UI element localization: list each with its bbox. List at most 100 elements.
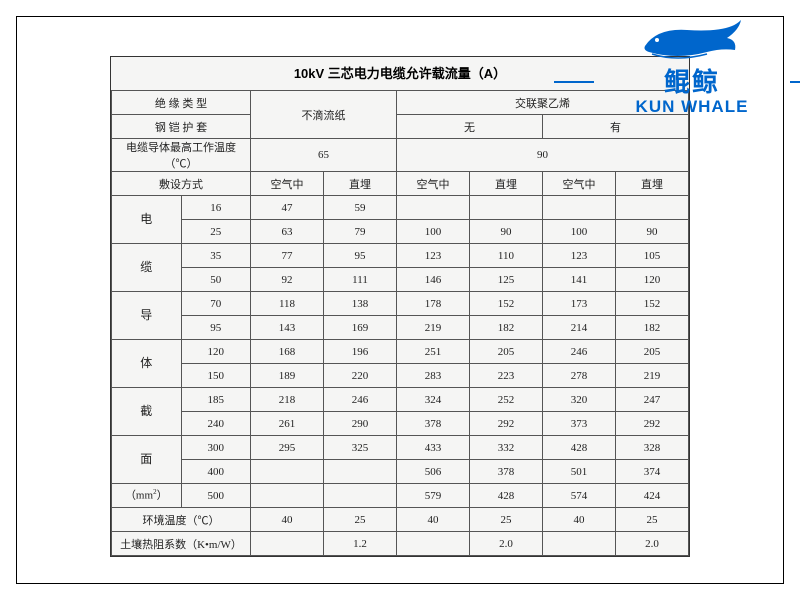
cross-section-label-part: 体	[112, 340, 182, 388]
table-row: 400506378501374	[112, 460, 689, 484]
lbl-buried-3: 直埋	[615, 172, 688, 196]
row-env-temp: 环境温度（℃） 40 25 40 25 40 25	[112, 508, 689, 532]
ampacity-cell: 111	[324, 268, 397, 292]
soil-cell: 1.2	[324, 532, 397, 556]
env-temp-cell: 25	[469, 508, 542, 532]
ampacity-cell: 324	[397, 388, 470, 412]
val-temp-paper: 65	[251, 139, 397, 172]
val-temp-xlpe: 90	[397, 139, 689, 172]
ampacity-cell: 79	[324, 220, 397, 244]
ampacity-cell: 290	[324, 412, 397, 436]
ampacity-cell: 90	[469, 220, 542, 244]
ampacity-cell: 433	[397, 436, 470, 460]
ampacity-cell: 218	[251, 388, 324, 412]
ampacity-cell: 182	[615, 316, 688, 340]
size-cell: 16	[181, 196, 251, 220]
ampacity-cell: 373	[542, 412, 615, 436]
size-cell: 70	[181, 292, 251, 316]
ampacity-cell: 100	[397, 220, 470, 244]
brand-logo: 鲲鲸 KUN WHALE	[602, 18, 782, 108]
ampacity-cell: 278	[542, 364, 615, 388]
ampacity-cell: 378	[397, 412, 470, 436]
lbl-buried-2: 直埋	[469, 172, 542, 196]
cross-section-label-part: 面	[112, 436, 182, 484]
ampacity-cell: 219	[615, 364, 688, 388]
ampacity-cell: 205	[615, 340, 688, 364]
ampacity-cell: 110	[469, 244, 542, 268]
lbl-env-temp: 环境温度（℃）	[112, 508, 251, 532]
table-row: 2563791009010090	[112, 220, 689, 244]
size-cell: 240	[181, 412, 251, 436]
ampacity-cell: 320	[542, 388, 615, 412]
ampacity-cell: 428	[542, 436, 615, 460]
size-cell: 185	[181, 388, 251, 412]
cross-section-label-part: 导	[112, 292, 182, 340]
ampacity-cell: 120	[615, 268, 688, 292]
lbl-air-3: 空气中	[542, 172, 615, 196]
ampacity-table-container: 10kV 三芯电力电缆允许载流量（A） 绝 缘 类 型 不滴流纸 交联聚乙烯 钢…	[110, 56, 690, 557]
ampacity-cell	[397, 196, 470, 220]
soil-cell	[251, 532, 324, 556]
soil-cell	[397, 532, 470, 556]
ampacity-cell: 146	[397, 268, 470, 292]
ampacity-cell: 152	[615, 292, 688, 316]
size-cell: 500	[181, 484, 251, 508]
cross-section-label-part: 电	[112, 196, 182, 244]
ampacity-cell: 63	[251, 220, 324, 244]
hdr-temp: 电缆导体最高工作温度（℃） 65 90	[112, 139, 689, 172]
ampacity-cell: 252	[469, 388, 542, 412]
size-cell: 300	[181, 436, 251, 460]
table-row: 95143169219182214182	[112, 316, 689, 340]
lbl-insulation: 绝 缘 类 型	[112, 91, 251, 115]
ampacity-cell: 292	[469, 412, 542, 436]
table-row: 导70118138178152173152	[112, 292, 689, 316]
env-temp-cell: 40	[251, 508, 324, 532]
ampacity-cell: 105	[615, 244, 688, 268]
ampacity-cell	[251, 484, 324, 508]
lbl-air-1: 空气中	[251, 172, 324, 196]
ampacity-cell: 182	[469, 316, 542, 340]
ampacity-cell: 205	[469, 340, 542, 364]
ampacity-cell: 295	[251, 436, 324, 460]
ampacity-cell: 178	[397, 292, 470, 316]
row-soil: 土壤热阻系数（K•m/W） 1.2 2.0 2.0	[112, 532, 689, 556]
ampacity-cell: 123	[397, 244, 470, 268]
soil-cell	[542, 532, 615, 556]
soil-cell: 2.0	[615, 532, 688, 556]
ampacity-cell: 332	[469, 436, 542, 460]
ampacity-cell: 189	[251, 364, 324, 388]
ampacity-cell: 579	[397, 484, 470, 508]
ampacity-cell: 246	[324, 388, 397, 412]
ampacity-cell	[469, 196, 542, 220]
ampacity-cell: 168	[251, 340, 324, 364]
lbl-soil: 土壤热阻系数（K•m/W）	[112, 532, 251, 556]
lbl-paper: 不滴流纸	[251, 91, 397, 139]
ampacity-cell: 220	[324, 364, 397, 388]
table-row: 5092111146125141120	[112, 268, 689, 292]
ampacity-cell: 214	[542, 316, 615, 340]
ampacity-cell: 77	[251, 244, 324, 268]
lbl-maxtemp: 电缆导体最高工作温度（℃）	[112, 139, 251, 172]
ampacity-cell: 196	[324, 340, 397, 364]
ampacity-cell: 574	[542, 484, 615, 508]
table-row: 体120168196251205246205	[112, 340, 689, 364]
ampacity-cell: 424	[615, 484, 688, 508]
size-cell: 95	[181, 316, 251, 340]
ampacity-cell: 138	[324, 292, 397, 316]
ampacity-cell	[251, 460, 324, 484]
lbl-armor-yes: 有	[542, 115, 688, 139]
cross-section-label-part: 截	[112, 388, 182, 436]
env-temp-cell: 40	[397, 508, 470, 532]
lbl-armor-none: 无	[397, 115, 543, 139]
ampacity-cell: 325	[324, 436, 397, 460]
cross-section-label-part: 缆	[112, 244, 182, 292]
hdr-armor: 钢 铠 护 套 无 有	[112, 115, 689, 139]
lbl-install: 敷设方式	[112, 172, 251, 196]
ampacity-cell: 47	[251, 196, 324, 220]
ampacity-cell	[324, 460, 397, 484]
ampacity-cell: 378	[469, 460, 542, 484]
ampacity-cell: 292	[615, 412, 688, 436]
env-temp-cell: 25	[615, 508, 688, 532]
table-row: 截185218246324252320247	[112, 388, 689, 412]
lbl-armor: 钢 铠 护 套	[112, 115, 251, 139]
